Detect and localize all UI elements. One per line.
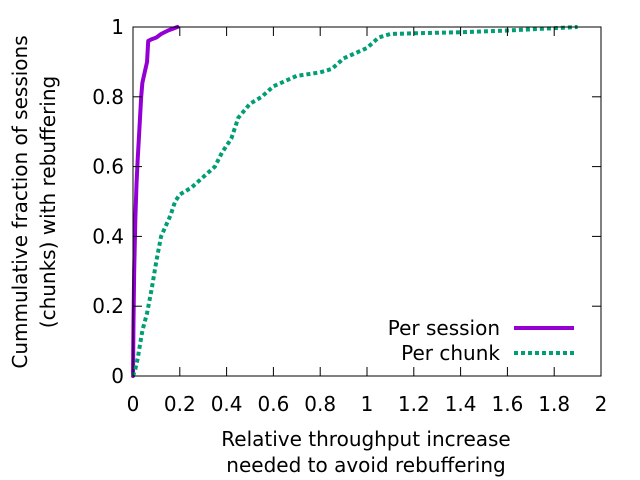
x-tick-label: 1.6 <box>491 392 523 416</box>
y-tick-label: 0.2 <box>92 294 124 318</box>
x-tick-label: 0.8 <box>304 392 336 416</box>
x-axis-title-line: Relative throughput increase <box>221 427 510 451</box>
x-tick-label: 0.2 <box>164 392 196 416</box>
series-line-per-session <box>131 25 180 378</box>
x-tick-label: 0 <box>127 392 140 416</box>
y-tick-label: 0.8 <box>92 85 124 109</box>
x-tick-label: 1 <box>361 392 374 416</box>
x-tick-label: 1.2 <box>398 392 430 416</box>
x-tick-label: 0.6 <box>257 392 289 416</box>
y-axis-title-line: (chunks) with rebuffering <box>36 76 60 328</box>
plot-frame <box>132 26 602 377</box>
legend-label-per-session: Per session <box>388 316 500 340</box>
y-tick-label: 0 <box>111 364 124 388</box>
x-tick-label: 1.4 <box>445 392 477 416</box>
legend-label-per-chunk: Per chunk <box>401 341 500 365</box>
y-tick-label: 1 <box>111 15 124 39</box>
x-axis-title-line: needed to avoid rebuffering <box>226 453 505 477</box>
series-line-per-chunk <box>131 25 578 377</box>
y-axis-title-line: Cummulative fraction of sessions <box>8 35 32 368</box>
x-tick-label: 1.8 <box>538 392 570 416</box>
y-tick-label: 0.4 <box>92 224 124 248</box>
x-tick-label: 2 <box>595 392 608 416</box>
y-tick-label: 0.6 <box>92 155 124 179</box>
x-tick-label: 0.4 <box>211 392 243 416</box>
